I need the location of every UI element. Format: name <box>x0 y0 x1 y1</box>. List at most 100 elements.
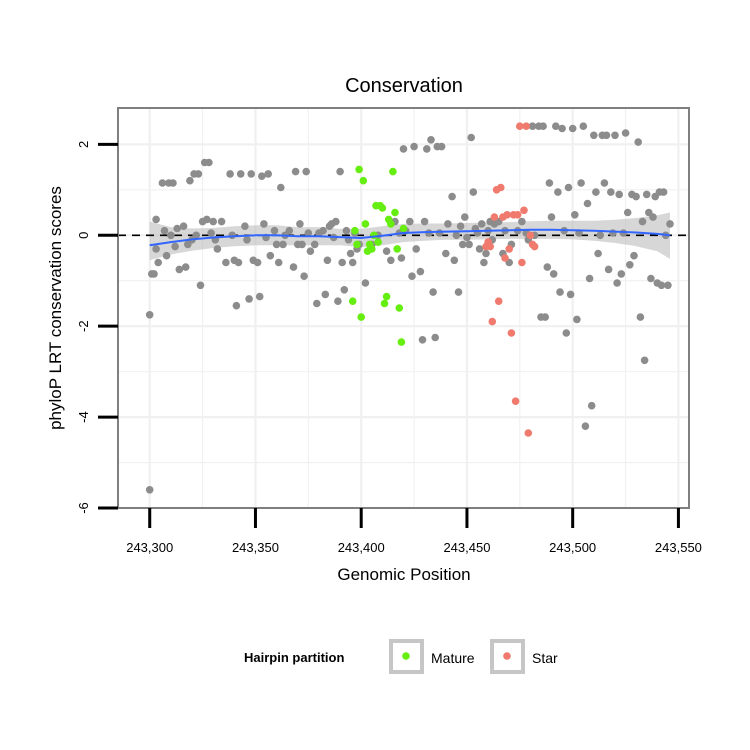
point-star <box>518 258 526 267</box>
y-tick-label: 2 <box>76 141 91 148</box>
point-other <box>243 236 251 244</box>
point-mature <box>380 299 389 308</box>
point-other <box>264 170 273 178</box>
point-star <box>507 329 516 337</box>
point-other <box>634 138 642 146</box>
point-other <box>664 281 672 290</box>
point-other <box>477 220 486 228</box>
point-star <box>530 242 539 251</box>
legend-title: Hairpin partition <box>244 650 344 665</box>
legend-dot-mature <box>402 652 410 660</box>
point-other <box>600 179 609 187</box>
point-other <box>152 215 160 224</box>
point-other <box>253 258 262 267</box>
point-other <box>226 170 234 178</box>
legend-label-mature: Mature <box>431 650 475 666</box>
point-other <box>181 263 190 271</box>
panel-background <box>118 108 689 508</box>
point-other <box>609 229 617 237</box>
point-other <box>435 229 444 237</box>
points-layer <box>145 122 674 494</box>
point-other <box>642 190 651 199</box>
point-other <box>319 226 327 235</box>
point-other <box>581 422 590 431</box>
point-other <box>241 222 249 230</box>
point-star <box>526 231 535 240</box>
point-star <box>503 211 511 219</box>
point-star <box>511 397 520 406</box>
point-other <box>234 258 243 267</box>
y-tick-label: -2 <box>76 320 91 332</box>
point-mature <box>359 176 368 185</box>
point-other <box>636 313 645 321</box>
legend-dot-star <box>503 652 511 660</box>
point-other <box>410 142 418 151</box>
x-tick-label: 243,300 <box>126 540 173 555</box>
point-other <box>602 131 611 140</box>
point-other <box>543 263 552 271</box>
confidence-ribbon <box>149 212 670 261</box>
point-other <box>289 263 298 271</box>
point-star <box>494 297 503 306</box>
point-other <box>222 258 230 267</box>
legend-label-star: Star <box>532 650 558 666</box>
point-other <box>304 229 313 237</box>
point-other <box>469 188 478 196</box>
point-other <box>431 333 440 342</box>
point-other <box>594 249 602 258</box>
point-other <box>154 258 162 267</box>
point-other <box>310 240 319 249</box>
point-other <box>564 183 573 192</box>
x-tick-label: 243,550 <box>655 540 702 555</box>
point-other <box>160 226 169 235</box>
point-mature <box>351 226 359 235</box>
point-other <box>571 211 579 219</box>
point-other <box>480 258 488 267</box>
y-axis-title: phyloP LRT conservation scores <box>46 186 65 430</box>
point-other <box>613 279 621 287</box>
point-other <box>302 167 311 176</box>
point-other <box>332 217 340 226</box>
point-other <box>152 245 160 253</box>
point-other <box>626 261 634 269</box>
point-other <box>205 158 213 167</box>
x-tick-label: 243,350 <box>232 540 279 555</box>
y-tick-label: -6 <box>76 502 91 514</box>
point-star <box>486 242 495 251</box>
point-other <box>418 336 427 344</box>
point-other <box>272 240 281 249</box>
point-other <box>566 290 575 299</box>
point-star <box>490 213 499 221</box>
point-mature <box>389 167 397 176</box>
point-other <box>213 245 222 253</box>
point-mature <box>399 224 408 233</box>
legend-entry-star: Star <box>490 639 558 674</box>
point-other <box>408 272 416 281</box>
point-other <box>444 220 452 228</box>
point-other <box>285 226 294 235</box>
point-other <box>463 233 471 242</box>
point-other <box>247 170 255 178</box>
panel-border <box>117 107 690 509</box>
point-mature <box>397 338 406 346</box>
point-other <box>158 179 167 187</box>
point-other <box>573 315 581 324</box>
point-other <box>321 290 330 299</box>
point-star <box>488 317 497 326</box>
point-other <box>617 270 626 278</box>
point-other <box>412 245 421 253</box>
legend: Hairpin partition Mature Star <box>244 639 558 674</box>
point-mature <box>393 245 402 253</box>
point-other <box>442 249 450 258</box>
point-other <box>632 192 640 201</box>
point-other <box>539 122 547 130</box>
point-mature <box>395 304 404 312</box>
point-other <box>334 297 342 306</box>
point-other <box>592 188 600 196</box>
point-other <box>266 251 275 260</box>
point-other <box>150 270 158 278</box>
point-other <box>279 240 287 249</box>
point-other <box>361 279 370 287</box>
point-other <box>300 272 308 281</box>
